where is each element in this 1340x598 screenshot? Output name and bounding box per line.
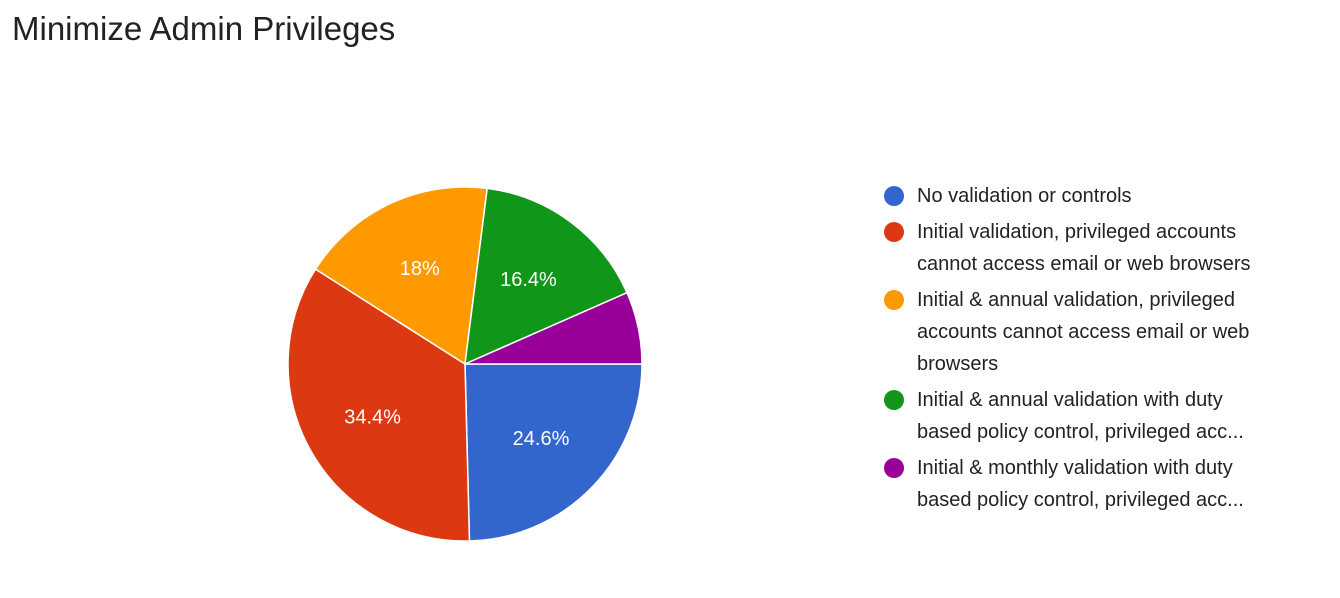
slice-value-label-2: 34.4% — [344, 406, 401, 428]
slice-value-label-3: 18% — [400, 258, 440, 280]
legend-label-line: based policy control, privileged acc... — [917, 489, 1244, 511]
pie-slice-2[interactable] — [287, 268, 471, 542]
legend-label-line: Initial & annual validation, privileged — [917, 289, 1235, 311]
legend-item-3[interactable]: Initial & annual validation, privileged a… — [884, 284, 1324, 380]
legend-swatch-icon — [884, 458, 904, 478]
pie-slice-3[interactable] — [314, 186, 489, 366]
legend-label-line: cannot access email or web browsers — [917, 253, 1251, 275]
legend-item-2[interactable]: Initial validation, privileged accounts c… — [884, 216, 1324, 280]
legend-item-1[interactable]: No validation or controls — [884, 180, 1324, 212]
legend-item-4[interactable]: Initial & annual validation with duty bas… — [884, 384, 1324, 448]
legend-label-line: Initial & annual validation with duty — [917, 389, 1223, 411]
slice-value-label-4: 16.4% — [500, 269, 557, 291]
pie-slice-1[interactable] — [464, 363, 643, 542]
legend-label-line: accounts cannot access email or web — [917, 321, 1250, 343]
pie-slice-5[interactable] — [464, 291, 643, 365]
pie-slice-4[interactable] — [464, 187, 628, 366]
legend-item-5[interactable]: Initial & monthly validation with duty ba… — [884, 452, 1324, 516]
legend-swatch-icon — [884, 186, 904, 206]
legend-swatch-icon — [884, 222, 904, 242]
legend-swatch-icon — [884, 290, 904, 310]
slice-value-label-1: 24.6% — [513, 428, 570, 450]
chart-title: Minimize Admin Privileges — [12, 10, 396, 47]
legend-label-line: Initial validation, privileged accounts — [917, 221, 1237, 243]
legend-label-line: based policy control, privileged acc... — [917, 421, 1244, 443]
legend-label-line: No validation or controls — [917, 185, 1132, 207]
legend: No validation or controls Initial validat… — [884, 180, 1324, 520]
legend-swatch-icon — [884, 390, 904, 410]
legend-label-line: Initial & monthly validation with duty — [917, 457, 1233, 479]
legend-label-line: browsers — [917, 353, 999, 375]
